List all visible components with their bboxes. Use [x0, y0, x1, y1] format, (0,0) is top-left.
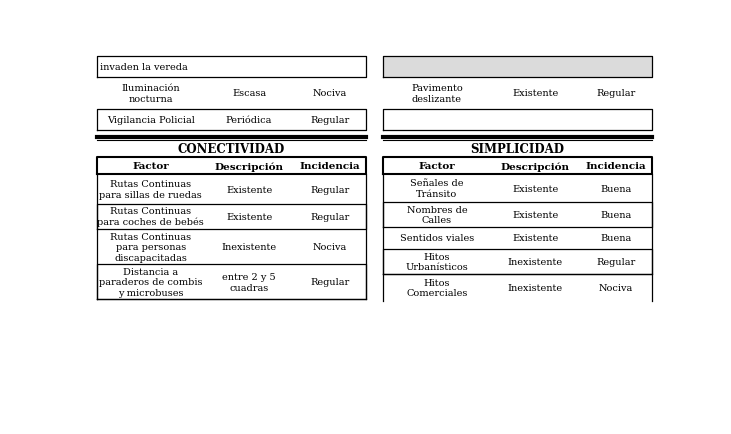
Text: Rutas Continuas
para coches de bebés: Rutas Continuas para coches de bebés — [97, 207, 204, 227]
Text: Nociva: Nociva — [313, 243, 347, 252]
Text: Existente: Existente — [226, 213, 272, 221]
Text: Hitos
Urbanísticos: Hitos Urbanísticos — [406, 252, 469, 271]
Text: Descripción: Descripción — [215, 161, 284, 171]
Text: Existente: Existente — [512, 210, 558, 220]
Text: Inexistente: Inexistente — [221, 243, 276, 252]
Text: Señales de
Tránsito: Señales de Tránsito — [410, 179, 463, 198]
Text: Regular: Regular — [310, 213, 349, 221]
Text: Pavimento
deslizante: Pavimento deslizante — [411, 84, 463, 103]
Text: CONECTIVIDAD: CONECTIVIDAD — [178, 142, 285, 155]
Text: Existente: Existente — [512, 234, 558, 243]
Text: Existente: Existente — [512, 89, 558, 98]
Text: Vigilancia Policial: Vigilancia Policial — [107, 115, 194, 125]
Text: Buena: Buena — [600, 184, 632, 193]
Text: Inexistente: Inexistente — [507, 257, 563, 266]
Text: Hitos
Comerciales: Hitos Comerciales — [406, 278, 468, 298]
Text: SIMPLICIDAD: SIMPLICIDAD — [471, 142, 564, 155]
Text: Buena: Buena — [600, 210, 632, 220]
Text: Rutas Continuas
para personas
discapacitadas: Rutas Continuas para personas discapacit… — [110, 232, 192, 262]
Text: Factor: Factor — [419, 162, 455, 171]
Text: Incidencia: Incidencia — [300, 162, 360, 171]
Text: Regular: Regular — [310, 278, 349, 286]
Text: Nombres de
Calles: Nombres de Calles — [406, 205, 467, 225]
Text: Existente: Existente — [226, 185, 272, 194]
Text: invaden la vereda: invaden la vereda — [100, 63, 188, 72]
Text: Nociva: Nociva — [599, 283, 633, 293]
Text: Nociva: Nociva — [313, 89, 347, 98]
Text: Iluminación
nocturna: Iluminación nocturna — [121, 84, 180, 103]
Text: Escasa: Escasa — [232, 89, 266, 98]
Text: Regular: Regular — [310, 185, 349, 194]
Text: Rutas Continuas
para sillas de ruedas: Rutas Continuas para sillas de ruedas — [99, 180, 202, 200]
Text: Regular: Regular — [596, 257, 635, 266]
Text: Regular: Regular — [596, 89, 635, 98]
Text: Factor: Factor — [132, 162, 170, 171]
Text: Incidencia: Incidencia — [586, 162, 646, 171]
Text: Buena: Buena — [600, 234, 632, 243]
Text: Distancia a
paraderos de combis
y microbuses: Distancia a paraderos de combis y microb… — [99, 267, 202, 297]
Text: Inexistente: Inexistente — [507, 283, 563, 293]
Text: Sentidos viales: Sentidos viales — [400, 234, 474, 243]
Text: Regular: Regular — [310, 115, 349, 125]
Text: Existente: Existente — [512, 184, 558, 193]
Text: Periódica: Periódica — [226, 115, 272, 125]
Text: entre 2 y 5
cuadras: entre 2 y 5 cuadras — [222, 273, 276, 292]
Bar — [383, 57, 652, 78]
Text: Descripción: Descripción — [501, 161, 569, 171]
